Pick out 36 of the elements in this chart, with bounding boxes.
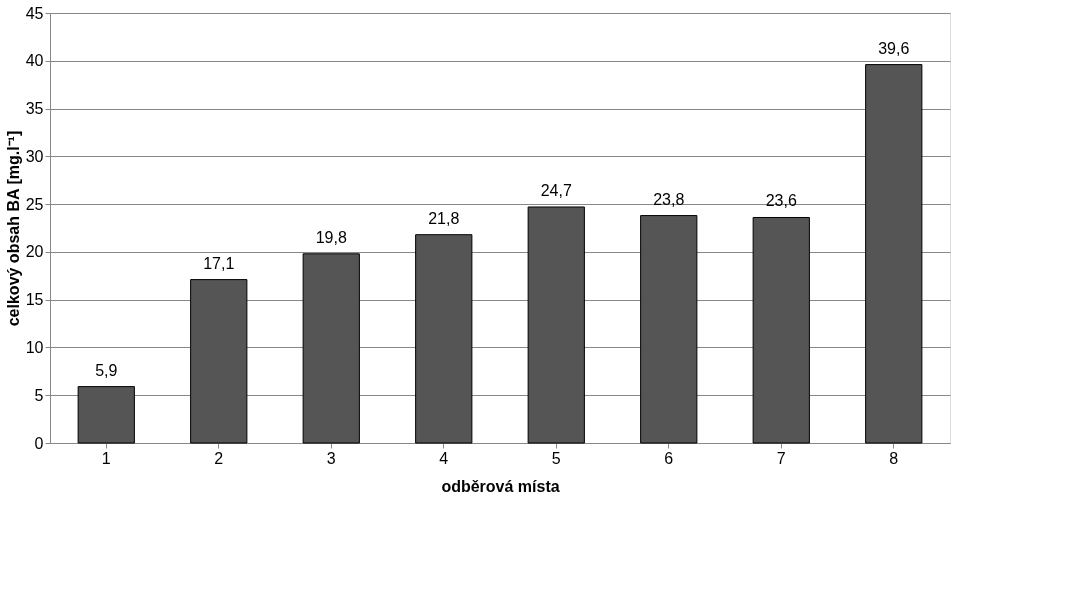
x-tick-label: 1 — [101, 449, 111, 467]
y-tick-label: 25 — [25, 195, 44, 213]
y-tick-label: 45 — [25, 4, 44, 22]
data-label: 21,8 — [428, 209, 460, 227]
y-axis-title: celkový obsah BA [mg.l⁻¹] — [4, 130, 22, 327]
y-tick-label: 15 — [25, 291, 44, 309]
y-tick-label: 40 — [25, 52, 44, 70]
y-tick-label: 10 — [25, 338, 44, 356]
x-tick-label: 8 — [889, 449, 899, 467]
y-tick-label: 35 — [25, 100, 44, 118]
x-axis-title: odběrová místa — [441, 477, 560, 495]
x-tick-label: 5 — [551, 449, 561, 467]
bar — [415, 234, 473, 444]
bar — [190, 279, 248, 444]
y-tick-label: 0 — [34, 434, 44, 452]
y-tick-label: 20 — [25, 243, 44, 261]
y-tick-label: 5 — [34, 386, 44, 404]
bar — [752, 216, 810, 444]
y-tick-label: 30 — [25, 147, 44, 165]
x-tick-label: 2 — [214, 449, 224, 467]
bar — [77, 386, 135, 444]
data-label: 5,9 — [95, 361, 118, 379]
data-label: 17,1 — [203, 254, 235, 272]
data-label: 23,6 — [765, 192, 797, 210]
x-tick-label: 4 — [439, 449, 449, 467]
x-tick-label: 7 — [776, 449, 786, 467]
x-tick-label: 3 — [326, 449, 336, 467]
data-label: 19,8 — [315, 228, 347, 246]
bar — [640, 215, 698, 444]
data-label: 24,7 — [540, 181, 572, 199]
x-tick-label: 6 — [664, 449, 674, 467]
data-label: 23,8 — [653, 190, 685, 208]
bar — [302, 253, 360, 444]
bar — [865, 64, 923, 444]
data-label: 39,6 — [878, 39, 910, 57]
bar — [527, 206, 585, 444]
